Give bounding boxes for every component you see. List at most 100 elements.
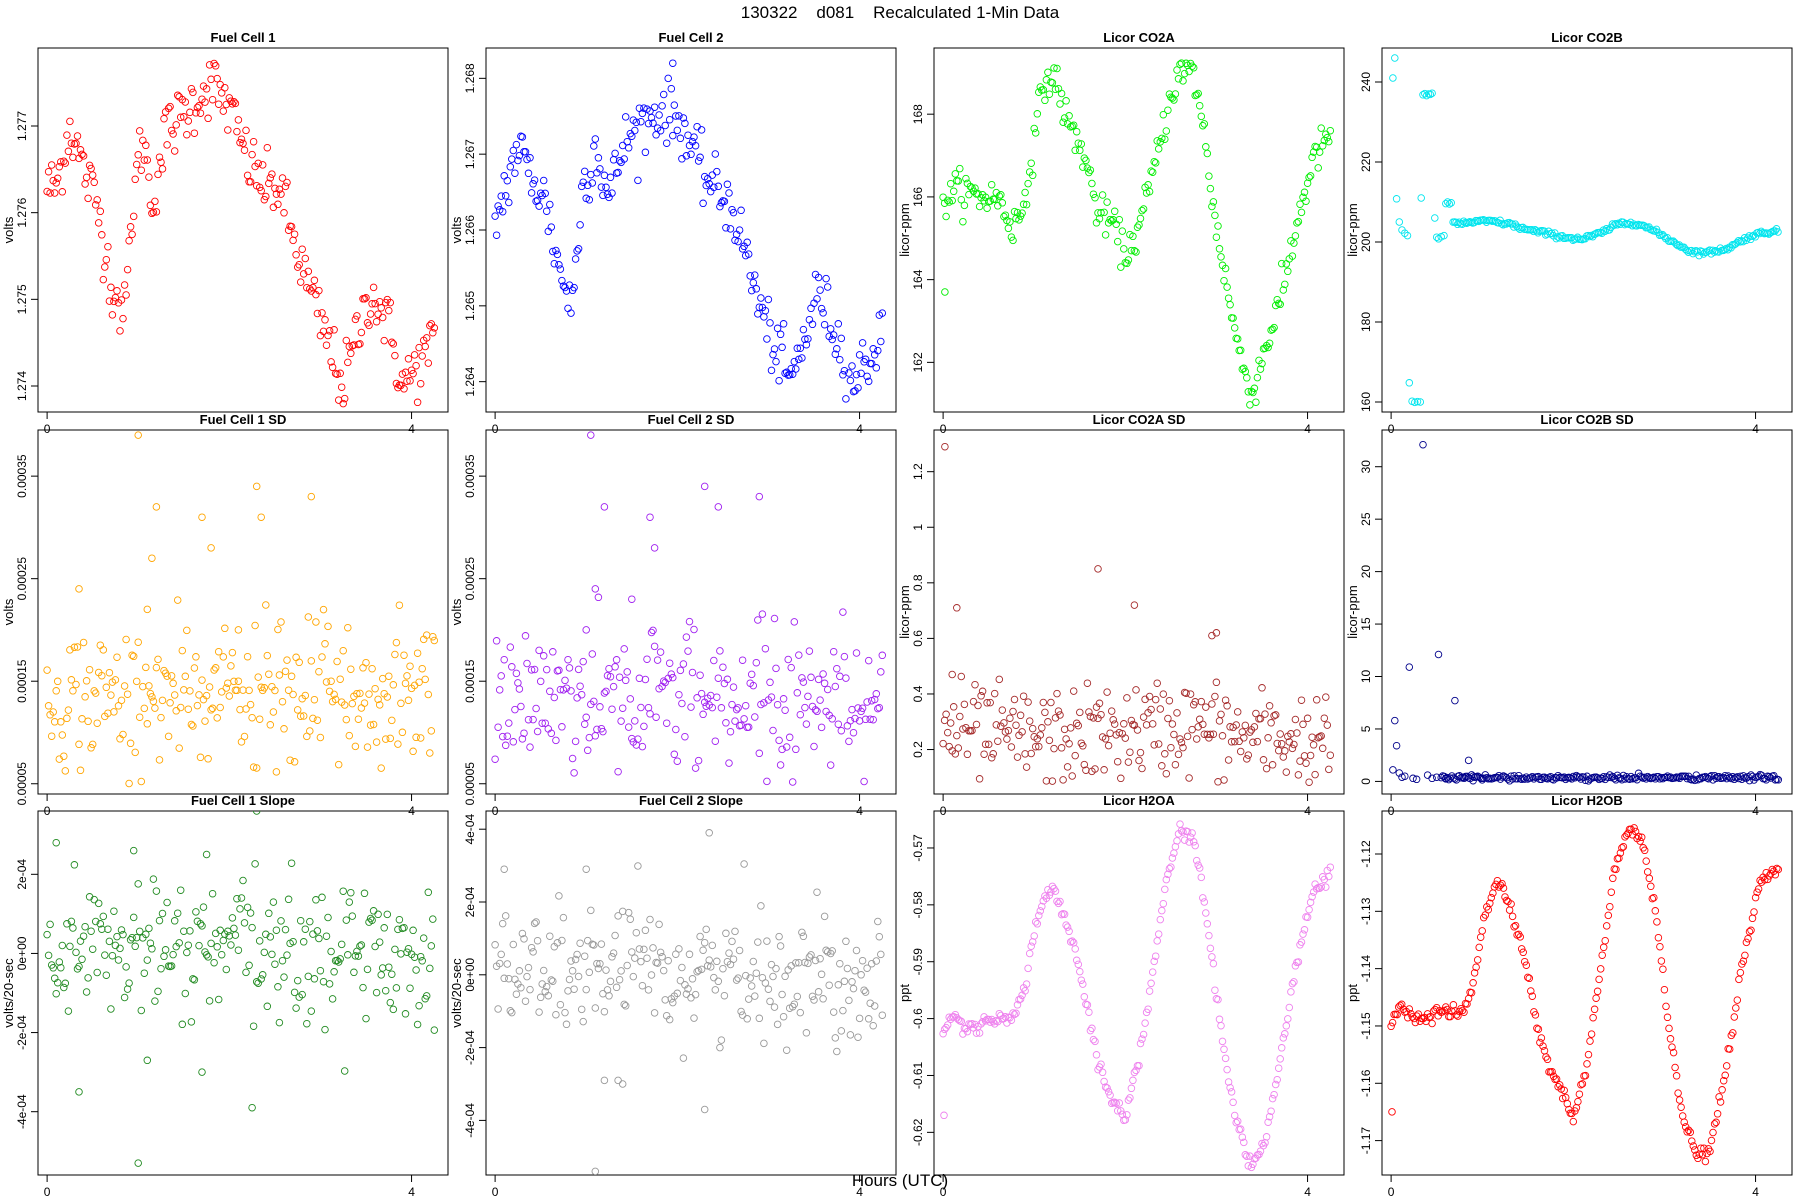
data-point — [491, 755, 499, 763]
data-point — [989, 750, 997, 758]
data-point — [524, 715, 533, 724]
x-tick-label: 4 — [408, 1185, 415, 1199]
data-point — [829, 647, 838, 656]
data-point — [219, 653, 228, 661]
data-point — [558, 723, 566, 731]
data-point — [128, 933, 136, 942]
data-point — [494, 723, 502, 731]
data-point — [290, 988, 299, 997]
data-point — [281, 667, 290, 676]
data-point — [632, 118, 641, 127]
data-point — [169, 130, 177, 138]
data-point — [1024, 698, 1032, 706]
data-point — [142, 663, 150, 672]
data-point — [1236, 346, 1245, 355]
data-point — [744, 250, 753, 258]
data-point — [512, 669, 521, 678]
data-point — [1698, 247, 1706, 256]
data-point — [313, 309, 322, 318]
data-point — [579, 178, 587, 186]
data-point — [1716, 1098, 1725, 1106]
data-point — [1262, 1133, 1271, 1141]
data-point — [1294, 958, 1303, 966]
data-point — [837, 334, 846, 343]
data-point — [366, 914, 375, 923]
data-point — [1025, 949, 1034, 958]
data-point — [47, 161, 56, 169]
data-point — [1413, 397, 1422, 406]
data-point — [1637, 833, 1646, 842]
data-point — [1074, 139, 1083, 147]
data-point — [1092, 1051, 1101, 1059]
data-point — [55, 162, 64, 171]
data-point — [1598, 951, 1606, 959]
data-point — [1258, 684, 1266, 692]
data-point — [237, 135, 246, 143]
data-point — [1431, 1005, 1439, 1014]
data-point — [1281, 747, 1289, 755]
data-point — [1153, 137, 1161, 145]
data-point — [163, 672, 171, 680]
data-point — [199, 903, 208, 911]
data-point — [714, 977, 723, 986]
data-point — [107, 691, 115, 699]
data-point — [665, 1015, 674, 1024]
data-point — [600, 503, 609, 511]
data-point — [1435, 1007, 1444, 1015]
data-point — [1575, 1090, 1584, 1098]
y-axis-label: licor-ppm — [897, 203, 912, 256]
data-point — [52, 179, 60, 187]
panel-title: Fuel Cell 1 — [210, 30, 275, 45]
data-point — [88, 945, 97, 953]
data-point — [1325, 765, 1333, 774]
data-point — [822, 274, 830, 283]
data-point — [1243, 755, 1251, 763]
data-point — [66, 942, 74, 951]
data-point — [1022, 980, 1031, 988]
data-point — [1434, 650, 1443, 659]
data-point — [684, 647, 692, 655]
data-point — [299, 270, 308, 278]
points — [939, 442, 1335, 786]
y-tick-label: 1.275 — [15, 284, 29, 314]
data-point — [1391, 54, 1399, 62]
data-point — [954, 177, 963, 185]
points — [491, 59, 887, 412]
data-point — [1539, 1042, 1547, 1050]
data-point — [1185, 774, 1193, 782]
y-tick-label: -1.13 — [1359, 897, 1373, 925]
data-point — [602, 183, 610, 192]
data-point — [735, 946, 744, 955]
x-tick-label: 0 — [1388, 422, 1395, 436]
data-point — [1033, 920, 1042, 928]
data-point — [719, 663, 727, 671]
points — [491, 829, 887, 1175]
data-point — [363, 965, 372, 974]
data-point — [861, 355, 870, 364]
data-point — [125, 236, 133, 245]
data-point — [1391, 716, 1399, 725]
data-point — [1072, 127, 1081, 136]
data-point — [766, 678, 774, 687]
data-point — [113, 287, 121, 295]
data-point — [316, 966, 325, 975]
data-point — [1202, 909, 1210, 917]
data-point — [857, 971, 865, 979]
data-point — [430, 636, 439, 645]
data-point — [1437, 773, 1445, 782]
data-point — [500, 974, 508, 983]
data-point — [839, 608, 847, 616]
data-point — [1318, 142, 1327, 150]
data-point — [1208, 953, 1216, 961]
data-point — [508, 663, 516, 671]
data-point — [422, 992, 431, 1000]
data-point — [527, 943, 536, 952]
data-point — [401, 1010, 410, 1018]
data-point — [620, 1000, 628, 1009]
data-point — [1217, 253, 1225, 261]
data-point — [67, 139, 76, 147]
data-point — [53, 174, 62, 183]
data-point — [1305, 173, 1313, 182]
data-point — [600, 689, 609, 697]
data-point — [1519, 948, 1527, 957]
